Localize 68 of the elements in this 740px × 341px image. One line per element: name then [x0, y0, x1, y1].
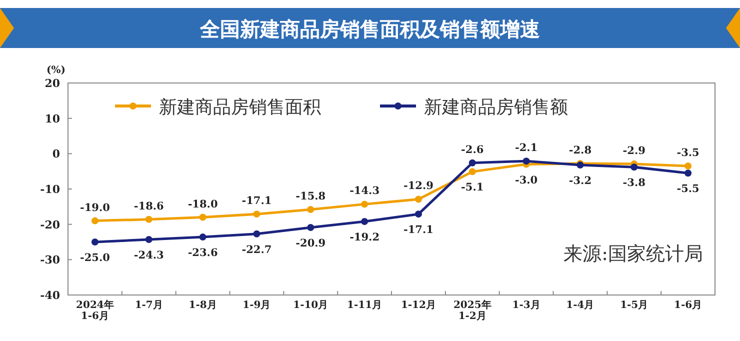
point: [684, 162, 692, 170]
legend-label: 新建商品房销售额: [424, 97, 568, 118]
y-tick-label: 0: [52, 148, 60, 161]
data-label: -17.1: [403, 224, 434, 236]
data-label: -19.2: [350, 232, 380, 244]
point: [199, 234, 206, 241]
x-tick-label: 1-3月: [512, 300, 540, 311]
point: [522, 158, 530, 165]
data-label: -25.0: [80, 252, 110, 264]
data-label: -12.9: [403, 180, 434, 192]
x-tick-label: 1-5月: [620, 300, 648, 311]
data-label: -20.9: [296, 238, 326, 250]
point: [253, 230, 260, 238]
data-label: -3.8: [622, 177, 646, 190]
data-label: -22.7: [242, 244, 272, 256]
x-tick-label: 1-6月: [674, 300, 702, 311]
x-tick-label: 1-7月: [134, 300, 163, 311]
chart-title: 全国新建商品房销售面积及销售额增速: [199, 17, 540, 41]
y-tick-label: -20: [40, 218, 60, 232]
point: [414, 196, 422, 203]
x-tick-label: 2024年 1-6月: [76, 299, 114, 322]
point: [253, 210, 260, 218]
point: [630, 164, 638, 171]
data-label: -5.5: [676, 183, 700, 196]
data-label: -18.6: [134, 200, 164, 212]
x-tick-label: 2025年 1-2月: [453, 299, 492, 322]
point: [145, 236, 152, 244]
annotation: 来源:国家统计局: [564, 243, 703, 265]
x-tick-label: 1-8月: [188, 300, 217, 311]
data-label: -15.8: [296, 190, 326, 202]
y-tick-label: -30: [40, 254, 60, 267]
x-tick-label: 1-9月: [242, 300, 271, 311]
point: [468, 168, 476, 176]
data-label: -14.3: [350, 185, 380, 198]
data-label: -19.0: [80, 202, 110, 214]
point: [91, 238, 98, 246]
point: [199, 214, 206, 221]
data-label: -24.3: [134, 250, 164, 262]
x-tick-label: 1-10月: [293, 300, 328, 311]
point: [307, 206, 314, 213]
y-tick-label: 20: [44, 77, 60, 90]
data-label: -2.8: [568, 144, 592, 157]
data-label: -3.0: [514, 174, 538, 186]
point: [684, 170, 692, 177]
legend-label: 新建商品房销售面积: [159, 97, 321, 118]
x-tick-label: 1-11月: [347, 300, 382, 311]
data-label: -2.9: [622, 144, 646, 157]
y-tick-label: -40: [40, 289, 60, 302]
data-label: -3.2: [568, 174, 592, 187]
point: [91, 217, 98, 224]
x-tick-label: 1-12月: [400, 300, 436, 311]
y-axis-title: (%): [46, 65, 66, 76]
data-label: -18.0: [188, 198, 218, 210]
point: [361, 218, 368, 226]
point: [361, 200, 368, 208]
point: [145, 216, 152, 223]
data-label: -17.1: [242, 195, 272, 208]
data-label: -2.6: [461, 144, 484, 156]
data-label: -23.6: [188, 247, 218, 260]
y-tick-label: -10: [40, 183, 60, 196]
data-label: -3.5: [676, 147, 700, 160]
point: [414, 210, 422, 218]
x-tick-label: 1-4月: [566, 300, 594, 311]
data-label: -5.1: [461, 182, 484, 194]
y-tick-label: 10: [44, 112, 60, 126]
point: [307, 224, 314, 232]
point: [468, 159, 476, 166]
data-label: -2.1: [514, 142, 538, 154]
